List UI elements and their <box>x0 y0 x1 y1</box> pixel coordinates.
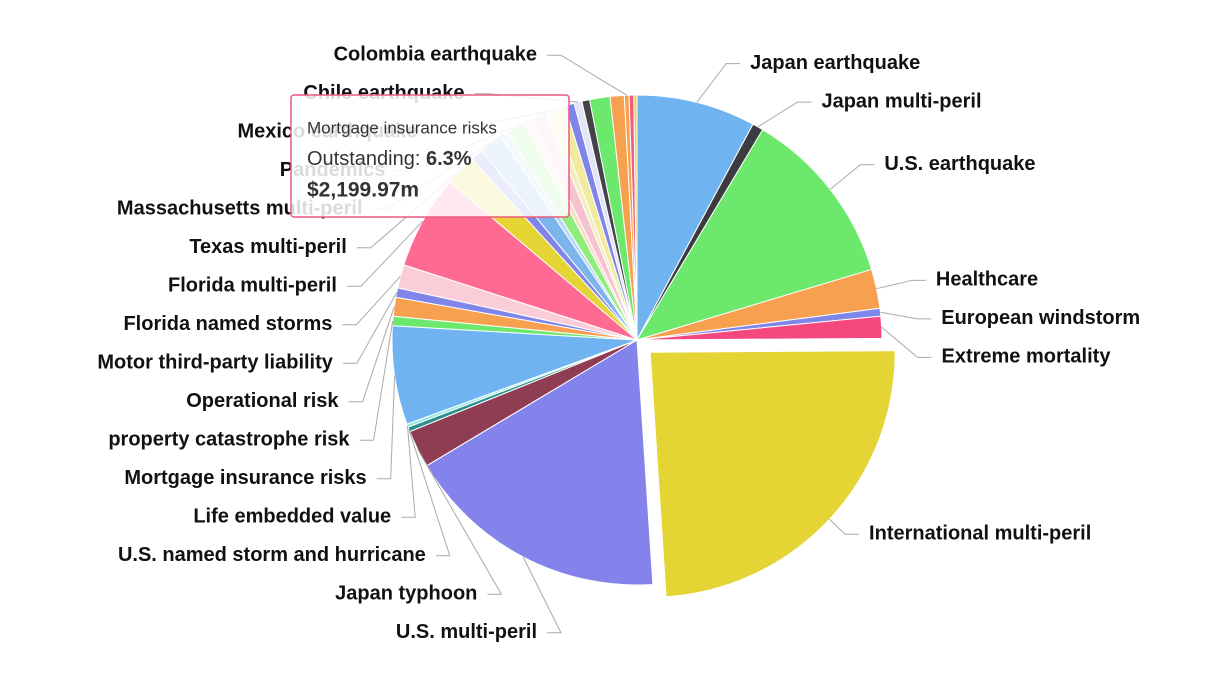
leader-line <box>348 306 395 403</box>
leader-line <box>359 320 394 441</box>
slice-label: Mortgage insurance risks <box>124 467 366 489</box>
tooltip-line: Outstanding: 6.3% <box>307 148 472 170</box>
slice-label: Florida named storms <box>123 313 332 335</box>
slice-label: Texas multi-peril <box>189 236 346 258</box>
slice-label: Florida multi-peril <box>168 275 337 297</box>
tooltip: Mortgage insurance risks Outstanding: 6.… <box>290 94 570 218</box>
tooltip-box <box>290 94 570 218</box>
slice-label: International multi-peril <box>869 522 1091 544</box>
slice-label: Japan multi-peril <box>821 90 981 112</box>
slice-label: Motor third-party liability <box>97 352 333 374</box>
slice <box>426 339 654 586</box>
leader-line <box>346 220 424 287</box>
slice <box>649 350 896 598</box>
leader-line <box>522 556 562 634</box>
leader-line <box>408 429 451 557</box>
slice-label: European windstorm <box>941 307 1140 329</box>
leader-line <box>547 54 627 96</box>
labels: Japan earthquake Japan multi-peril U.S. ea… <box>97 44 1140 643</box>
slice-label: Extreme mortality <box>941 346 1111 368</box>
leader-line <box>342 275 401 326</box>
slice-label: Healthcare <box>936 269 1038 291</box>
leader-line <box>881 326 932 358</box>
slice-label: property catastrophe risk <box>108 429 350 451</box>
leader-line <box>417 448 503 595</box>
slice-label: Japan typhoon <box>335 583 477 605</box>
slice-label: Life embedded value <box>193 506 391 528</box>
slice-label: Colombia earthquake <box>334 44 537 66</box>
leader-line <box>401 425 416 518</box>
tooltip-label: Outstanding: <box>307 148 426 170</box>
tooltip-title: Mortgage insurance risks <box>307 118 497 137</box>
slice <box>633 94 638 341</box>
leader-line <box>876 279 926 290</box>
tooltip-amount: $2,199.97m <box>307 179 419 202</box>
slices <box>391 94 896 598</box>
leader-line <box>829 164 875 190</box>
leader-line <box>376 375 396 480</box>
slice-label: U.S. multi-peril <box>396 621 537 643</box>
leader-line <box>342 292 398 364</box>
leader-line <box>880 311 932 320</box>
slice-label: Operational risk <box>186 390 339 412</box>
leader-line <box>757 101 812 128</box>
leader-line <box>696 63 741 103</box>
slice-label: U.S. earthquake <box>884 153 1035 175</box>
leader-line <box>829 518 860 535</box>
tooltip-value: 6.3% <box>426 148 472 170</box>
slice-label: U.S. named storm and hurricane <box>118 544 426 566</box>
slice-label: Japan earthquake <box>750 52 920 74</box>
